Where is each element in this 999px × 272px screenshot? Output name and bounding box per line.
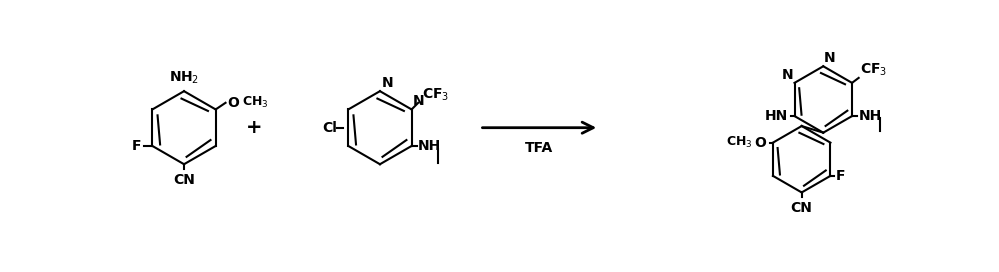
Text: F: F (835, 169, 845, 183)
Text: CF$_3$: CF$_3$ (422, 86, 449, 103)
Text: NH$_2$: NH$_2$ (169, 70, 199, 86)
Text: TFA: TFA (525, 141, 553, 155)
Text: +: + (246, 118, 262, 137)
Text: Cl: Cl (322, 121, 337, 135)
Text: CH$_3$: CH$_3$ (242, 95, 269, 110)
Text: N: N (414, 94, 425, 108)
Text: NH: NH (859, 109, 882, 123)
Text: N: N (824, 51, 836, 66)
Text: N: N (782, 68, 793, 82)
Text: CH$_3$: CH$_3$ (726, 135, 753, 150)
Text: HN: HN (764, 109, 788, 123)
Text: O: O (754, 136, 766, 150)
Text: NH: NH (419, 139, 442, 153)
Text: N: N (382, 76, 394, 89)
Text: CN: CN (791, 201, 812, 215)
Text: CN: CN (173, 172, 195, 187)
Text: CF$_3$: CF$_3$ (860, 61, 887, 78)
Text: O: O (227, 96, 239, 110)
Text: F: F (131, 139, 141, 153)
